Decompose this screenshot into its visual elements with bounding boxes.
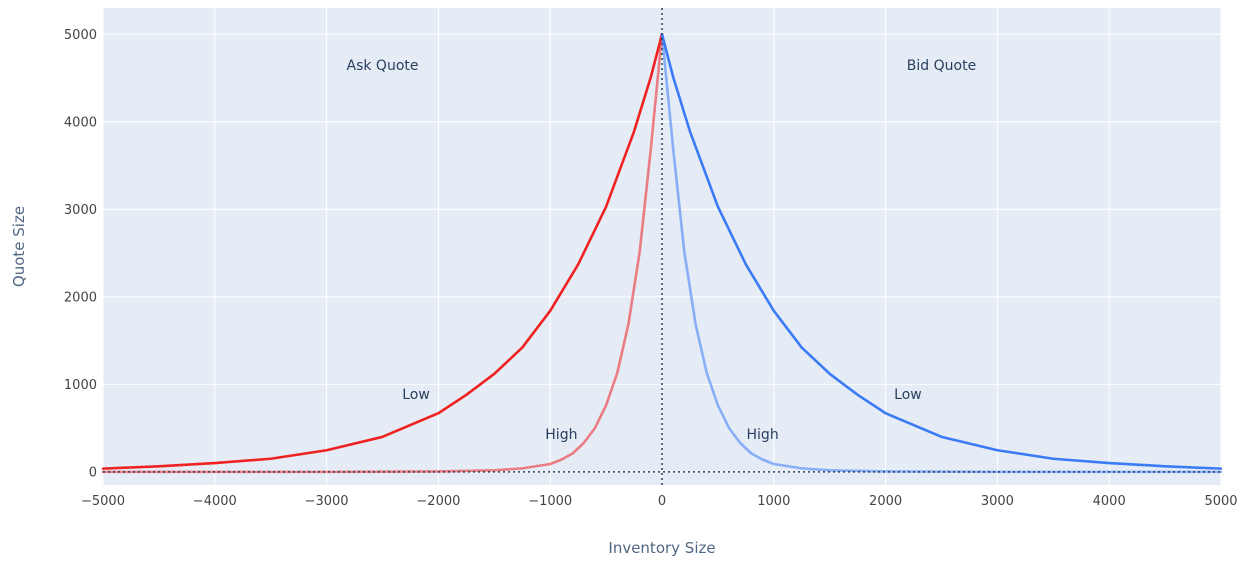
annotation-label: High bbox=[545, 427, 577, 443]
x-tick-label: 2000 bbox=[869, 494, 902, 509]
x-tick-label: 5000 bbox=[1204, 494, 1237, 509]
annotation-label: Ask Quote bbox=[347, 58, 419, 74]
y-tick-label: 1000 bbox=[64, 378, 97, 393]
x-tick-label: 1000 bbox=[757, 494, 790, 509]
y-tick-label: 3000 bbox=[64, 203, 97, 218]
y-tick-label: 2000 bbox=[64, 290, 97, 305]
series-line-2 bbox=[101, 32, 664, 474]
series-line-4 bbox=[660, 32, 1223, 474]
x-tick-label: 0 bbox=[658, 494, 666, 509]
x-tick-label: −1000 bbox=[528, 494, 572, 509]
x-tick-label: −4000 bbox=[193, 494, 237, 509]
annotation-label: Low bbox=[402, 387, 430, 403]
x-tick-labels: −5000 −4000 −3000 −2000 −1000 0 1000 2000 3000 40… bbox=[81, 494, 1238, 509]
series-layer bbox=[101, 32, 1223, 474]
x-axis-title: Inventory Size bbox=[608, 539, 715, 557]
reference-lines bbox=[103, 8, 1221, 485]
y-tick-label: 4000 bbox=[64, 115, 97, 130]
x-tick-label: −5000 bbox=[81, 494, 125, 509]
y-tick-labels: 0 1000 2000 3000 4000 5000 bbox=[64, 28, 97, 481]
x-tick-label: 4000 bbox=[1093, 494, 1126, 509]
y-axis-title: Quote Size bbox=[10, 206, 28, 287]
y-tick-label: 0 bbox=[89, 465, 97, 480]
series-line-3 bbox=[660, 32, 1223, 470]
annotation-label: Bid Quote bbox=[907, 58, 976, 74]
x-tick-label: −2000 bbox=[416, 494, 460, 509]
annotation-label: High bbox=[747, 427, 779, 443]
x-tick-label: 3000 bbox=[981, 494, 1014, 509]
x-tick-label: −3000 bbox=[305, 494, 349, 509]
y-tick-label: 5000 bbox=[64, 28, 97, 43]
series-line-1 bbox=[101, 32, 664, 470]
annotation-label: Low bbox=[894, 387, 922, 403]
annotations: Ask Quote Bid Quote Low High High Low bbox=[347, 58, 977, 443]
